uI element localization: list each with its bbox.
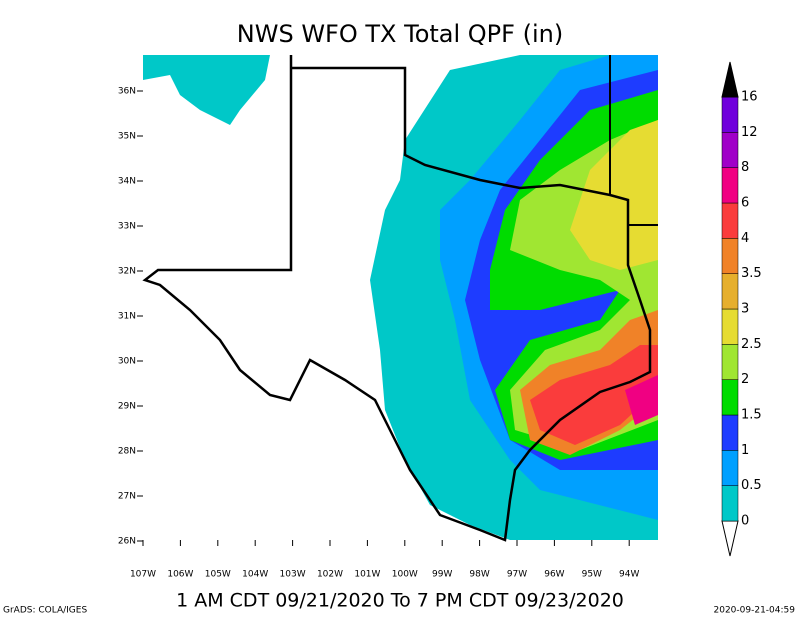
lat-label: 30N: [118, 357, 136, 367]
lat-label: 31N: [118, 312, 136, 322]
lon-label: 103W: [280, 570, 306, 580]
colorbar-band: [721, 132, 739, 168]
colorbar-band: [721, 450, 739, 486]
colorbar-label: 6: [741, 196, 749, 211]
colorbar-band: [721, 167, 739, 204]
colorbar-label: 1: [741, 443, 749, 458]
colorbar-band: [721, 238, 739, 274]
colorbar-band: [721, 96, 739, 133]
lat-label: 35N: [118, 132, 136, 142]
colorbar-label: 2.5: [741, 337, 762, 352]
colorbar-label: 4: [741, 231, 749, 246]
lon-label: 97W: [507, 570, 527, 580]
lon-label: 101W: [354, 570, 380, 580]
lon-label: 95W: [582, 570, 602, 580]
lat-label: 34N: [118, 177, 136, 187]
colorbar-label: 0: [741, 514, 749, 529]
colorbar-label: 3: [741, 302, 749, 317]
lon-label: 94W: [619, 570, 639, 580]
colorbar-over: [721, 61, 739, 98]
lon-label: 105W: [205, 570, 231, 580]
colorbar-label: 8: [741, 160, 749, 175]
lat-label: 33N: [118, 222, 136, 232]
lon-label: 104W: [242, 570, 268, 580]
lon-label: 107W: [130, 570, 156, 580]
period-caption: 1 AM CDT 09/21/2020 To 7 PM CDT 09/23/20…: [176, 590, 624, 612]
map-title: NWS WFO TX Total QPF (in): [237, 20, 563, 48]
timestamp: 2020-09-21-04:59: [714, 606, 796, 616]
lon-label: 106W: [167, 570, 193, 580]
lon-label: 96W: [544, 570, 564, 580]
colorbar-under: [721, 520, 739, 557]
colorbar-label: 2: [741, 372, 749, 387]
colorbar-band: [721, 202, 739, 239]
colorbar-label: 0.5: [741, 478, 762, 493]
map-area: [142, 55, 658, 542]
colorbar-band: [721, 485, 739, 522]
colorbar-band: [721, 308, 739, 345]
texas-border: [142, 55, 652, 542]
lat-label: 28N: [118, 447, 136, 457]
lat-label: 27N: [118, 492, 136, 502]
colorbar-band: [721, 344, 739, 380]
precip-pink: [625, 375, 658, 425]
colorbar-band: [721, 379, 739, 416]
lat-label: 32N: [118, 267, 136, 277]
lon-label: 99W: [432, 570, 452, 580]
lat-labels: 36N 35N 34N 33N 32N 31N 30N 29N 28N 27N 26N: [118, 87, 143, 547]
lat-label: 36N: [118, 87, 136, 97]
lon-labels: 107W 106W 105W 104W 103W 102W 101W 100W 99W 98W 97…: [130, 540, 639, 580]
precip-teal: [143, 55, 270, 125]
colorbar-label: 1.5: [741, 408, 762, 423]
lat-label: 26N: [118, 537, 136, 547]
colorbar-label: 16: [741, 90, 758, 105]
lat-label: 29N: [118, 402, 136, 412]
lon-label: 100W: [392, 570, 418, 580]
colorbar-band: [721, 414, 739, 451]
colorbar-label: 3.5: [741, 266, 762, 281]
colorbar-label: 12: [741, 125, 758, 140]
credit: GrADS: COLA/IGES: [3, 606, 87, 616]
colorbar: 0 0.5 1 1.5 2 2.5 3 3.5 4 6 8 12 16: [721, 61, 762, 557]
lon-label: 102W: [317, 570, 343, 580]
lon-label: 98W: [469, 570, 489, 580]
colorbar-band: [721, 273, 739, 310]
